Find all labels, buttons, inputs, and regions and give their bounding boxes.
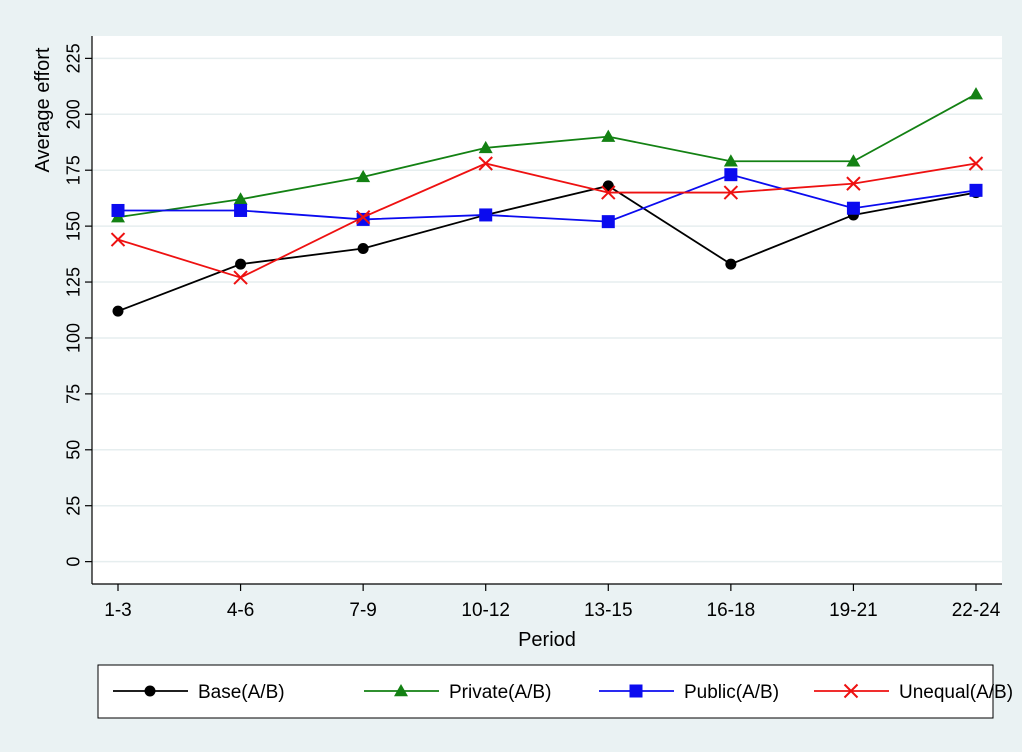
data-point xyxy=(601,185,616,200)
x-axis-label: Period xyxy=(518,629,576,651)
data-point xyxy=(233,192,248,205)
data-point xyxy=(601,129,616,142)
data-point xyxy=(478,156,493,171)
data-point xyxy=(233,270,248,285)
data-point xyxy=(235,258,247,270)
legend-label: Unequal(A/B) xyxy=(899,682,1013,703)
data-point xyxy=(968,156,984,171)
y-tick-label: 125 xyxy=(64,267,84,297)
y-tick-label: 100 xyxy=(64,323,84,353)
series-3 xyxy=(110,156,984,285)
x-tick-label: 10-12 xyxy=(461,600,510,621)
data-point xyxy=(479,208,493,222)
data-point xyxy=(846,201,860,215)
legend-label: Base(A/B) xyxy=(198,682,285,703)
data-point xyxy=(478,140,493,154)
y-tick-label: 25 xyxy=(64,496,84,516)
series-layer xyxy=(110,87,984,317)
legend-marker xyxy=(843,683,859,699)
legend-item: Unequal(A/B) xyxy=(814,682,1013,703)
x-axis-ticks: 1-3 4-6 7-9 10-12 13-15 16-18 19-21 22-24 xyxy=(104,584,1001,621)
data-point xyxy=(112,305,124,317)
legend-label: Private(A/B) xyxy=(449,682,551,703)
data-point xyxy=(111,203,125,217)
legend-marker xyxy=(144,685,156,697)
x-tick-label: 16-18 xyxy=(707,600,756,621)
x-tick-label: 4-6 xyxy=(227,600,254,621)
legend-marker xyxy=(629,684,643,698)
data-point xyxy=(234,203,248,217)
data-point xyxy=(110,232,126,247)
data-point xyxy=(846,176,861,191)
data-point xyxy=(725,258,737,270)
x-tick-label: 19-21 xyxy=(829,600,878,621)
series-line xyxy=(117,162,977,279)
y-axis-ticks: 0 25 50 75 100 125 150 175 200 225 xyxy=(64,43,92,567)
data-point xyxy=(969,87,983,100)
y-tick-label: 150 xyxy=(64,211,84,241)
legend: Base(A/B) Private(A/B) Public(A/B) Unequal(… xyxy=(97,664,1013,719)
y-axis-label: Average effort xyxy=(32,47,54,172)
data-point xyxy=(724,168,738,182)
legend-item: Public(A/B) xyxy=(599,682,779,703)
x-tick-label: 7-9 xyxy=(349,600,376,621)
y-tick-label: 75 xyxy=(64,384,84,404)
legend-marker xyxy=(394,684,408,697)
data-point xyxy=(357,242,369,254)
series-2 xyxy=(111,168,983,229)
y-tick-label: 200 xyxy=(64,99,84,129)
series-line xyxy=(117,93,977,219)
series-line xyxy=(118,173,977,223)
plot-area xyxy=(92,36,1002,584)
y-tick-label: 225 xyxy=(64,43,84,73)
legend-item: Base(A/B) xyxy=(113,682,285,703)
x-tick-label: 22-24 xyxy=(952,600,1001,621)
x-tick-label: 1-3 xyxy=(104,600,131,621)
data-point xyxy=(601,215,615,229)
data-point xyxy=(356,169,371,183)
y-tick-label: 175 xyxy=(64,155,84,185)
y-tick-label: 50 xyxy=(64,440,84,460)
series-line xyxy=(117,184,977,312)
data-point xyxy=(723,154,738,167)
data-point xyxy=(355,209,371,225)
y-tick-label: 0 xyxy=(64,557,84,567)
data-point xyxy=(723,185,739,200)
legend-item: Private(A/B) xyxy=(364,682,551,703)
data-point xyxy=(846,154,861,167)
series-1 xyxy=(111,87,983,223)
data-point xyxy=(969,183,983,197)
x-tick-label: 13-15 xyxy=(584,600,633,621)
legend-label: Public(A/B) xyxy=(684,682,779,703)
